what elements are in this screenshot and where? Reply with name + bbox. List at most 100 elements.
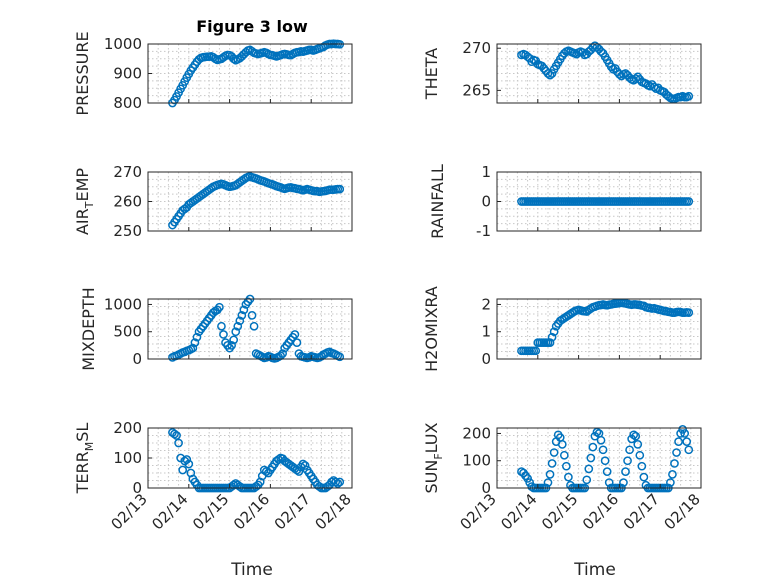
data-point [278,349,287,358]
y-tick-label: 0 [481,479,491,497]
data-point [684,91,694,101]
data-point [239,305,249,315]
figure-title: Figure 3 low [196,17,308,36]
x-tick-label: 02/17 [620,490,663,533]
x-tick-label: 02/18 [312,490,355,533]
y-tick-label: 100 [462,452,491,470]
data-point [217,321,226,331]
data-point [300,461,310,470]
x-axis-label-left: Time [230,560,273,580]
data-point [190,338,200,347]
y-tick-label: 270 [462,39,491,57]
y-tick-label: 1000 [104,295,142,313]
data-point [676,429,685,438]
y-axis-label: H2OMIXRA [422,286,441,372]
x-tick-label: 02/15 [189,490,232,533]
data-point [192,332,202,342]
x-tick-label: 02/16 [230,490,273,533]
data-point [606,62,616,72]
data-point [229,335,239,345]
y-axis-label: PRESSURE [73,31,92,115]
data-point [637,461,647,471]
x-tick-label: 02/15 [538,490,581,533]
data-point [315,482,324,491]
y-tick-label: 1 [481,163,491,181]
rainfall-subplot: -1 0 1 RAINFALL [428,163,702,240]
data-point [557,440,567,449]
x-tick-label: 02/14 [497,490,540,533]
y-axis-label: MIXDEPTH [79,287,98,370]
data-point [549,327,559,337]
y-tick-label: 0 [132,479,142,497]
data-point [619,478,628,487]
data-point [333,479,343,488]
data-point [290,330,300,339]
x-tick-label: 02/16 [579,490,622,533]
data-point [604,478,614,487]
data-point [684,197,694,206]
y-tick-label: 800 [113,94,142,112]
data-point [639,472,649,482]
x-tick-label: 02/14 [148,490,191,533]
y-tick-label: 260 [113,193,142,211]
data-point [219,330,228,339]
data-point [182,455,192,464]
y-tick-label: 0 [481,350,491,368]
data-point [598,445,608,455]
data-point [531,346,541,356]
y-tick-label: 0 [481,193,491,211]
data-point [292,338,302,347]
data-point [547,459,557,468]
data-point [547,69,557,78]
y-tick-label: 500 [113,323,142,341]
data-point [635,450,645,460]
y-tick-label: 265 [462,81,491,99]
y-tick-label: 270 [113,163,142,181]
data-point [600,456,610,466]
y-axis-label: AIRTEMP [73,168,96,235]
x-tick-label: 02/17 [271,490,314,533]
x-tick-label: 02/18 [661,490,704,533]
data-point [684,445,694,455]
data-point [178,465,188,475]
data-point [584,464,594,474]
x-tick-label: 02/13 [457,490,500,533]
data-point [235,482,245,491]
data-point [294,467,304,476]
data-point [545,338,555,347]
y-tick-label: 0 [132,350,142,368]
data-point [578,48,588,57]
data-point [682,437,692,446]
y-axis-label: RAINFALL [428,164,447,239]
data-point [633,440,643,449]
y-tick-label: 200 [462,424,491,442]
data-point [231,327,241,337]
data-point [631,431,641,441]
data-point [335,352,345,362]
mixdepth-subplot: 0 500 1000 MIXDEPTH [79,287,353,371]
data-point [227,341,236,350]
data-point [623,456,632,466]
data-point [586,453,596,463]
data-point [543,478,553,487]
data-point [237,311,247,320]
data-point [588,442,598,452]
data-point [684,308,694,317]
data-point [670,459,679,468]
data-point [680,429,690,438]
data-point [678,425,687,434]
data-point [596,435,606,445]
y-tick-label: -1 [476,222,491,240]
data-point [668,470,677,479]
y-axis-label: SUNFLUX [422,422,445,493]
data-point [335,184,345,194]
axes-box [496,298,702,360]
data-point [174,438,183,448]
data-point [549,448,559,457]
y-tick-label: 1 [481,323,491,341]
x-axis-label-right: Time [573,560,616,580]
data-point [249,321,259,331]
